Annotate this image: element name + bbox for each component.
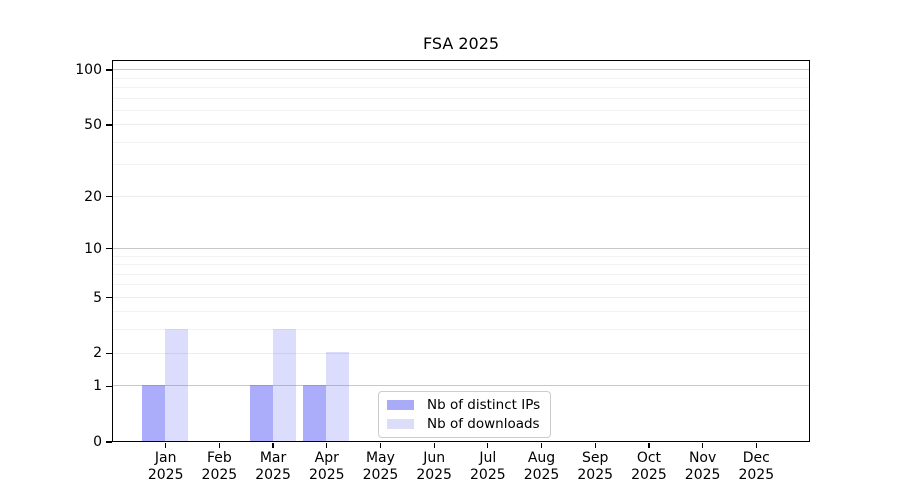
x-tickmark-apr xyxy=(326,442,328,448)
x-tickmark-dec xyxy=(755,442,757,448)
x-tickmark-feb xyxy=(218,442,221,448)
y-gridline-minor-30 xyxy=(113,164,809,166)
y-tickmark-0 xyxy=(106,441,112,443)
x-tick-label-may: May 2025 xyxy=(362,450,399,483)
legend-entry-downloads: Nb of downloads xyxy=(387,416,540,432)
x-tick-label-nov: Nov 2025 xyxy=(684,450,721,483)
y-gridline-minor-40 xyxy=(113,141,809,143)
y-tick-label-50: 50 xyxy=(84,117,102,134)
x-tick-label-jan: Jan 2025 xyxy=(147,450,184,483)
y-gridline-minor-6 xyxy=(113,284,809,286)
y-tick-label-0: 0 xyxy=(93,434,102,450)
y-tickmark-5 xyxy=(106,296,112,299)
x-tick-label-apr: Apr 2025 xyxy=(308,450,345,483)
x-tick-label-mar: Mar 2025 xyxy=(255,450,291,483)
y-gridline-minor-90 xyxy=(113,77,809,79)
x-tickmark-nov xyxy=(701,442,704,448)
y-gridline-20 xyxy=(113,195,809,197)
y-tick-label-1: 1 xyxy=(93,378,102,395)
y-gridline-5 xyxy=(113,296,809,298)
y-gridline-2 xyxy=(113,352,809,354)
x-tick-label-oct: Oct 2025 xyxy=(631,450,667,483)
y-tickmark-20 xyxy=(106,195,112,198)
y-tickmark-50 xyxy=(106,124,112,126)
legend-entry-distinct-ips: Nb of distinct IPs xyxy=(387,397,540,413)
legend-swatch-downloads xyxy=(387,419,414,429)
legend: Nb of distinct IPs Nb of downloads xyxy=(378,391,552,438)
y-gridline-1 xyxy=(113,385,809,387)
chart-title: FSA 2025 xyxy=(422,34,500,53)
y-gridline-minor-7 xyxy=(113,273,809,275)
y-gridline-minor-3 xyxy=(113,329,809,331)
x-tick-label-dec: Dec 2025 xyxy=(738,450,775,483)
legend-swatch-distinct-ips xyxy=(387,400,414,410)
x-tickmark-jun xyxy=(433,442,435,448)
y-gridline-minor-8 xyxy=(113,264,809,266)
x-tick-label-aug: Aug 2025 xyxy=(523,450,560,483)
x-tickmark-mar xyxy=(272,442,274,448)
y-tick-label-2: 2 xyxy=(93,345,102,362)
bar-nb-of-downloads-mar xyxy=(272,329,296,441)
x-tickmark-jul xyxy=(487,442,489,448)
y-gridline-50 xyxy=(113,124,809,126)
x-tick-label-feb: Feb 2025 xyxy=(201,450,238,483)
y-gridline-10 xyxy=(113,247,809,249)
y-tickmark-2 xyxy=(106,352,112,355)
bar-nb-of-downloads-jan xyxy=(165,329,189,441)
y-gridline-minor-70 xyxy=(113,97,809,99)
y-gridline-minor-60 xyxy=(113,109,809,111)
x-tickmark-may xyxy=(379,442,382,448)
legend-label-downloads: Nb of downloads xyxy=(427,416,540,432)
y-tick-label-5: 5 xyxy=(93,289,102,306)
x-tickmark-sep xyxy=(594,442,596,448)
x-tickmark-aug xyxy=(540,442,543,448)
y-tick-label-10: 10 xyxy=(84,240,102,257)
y-tickmark-10 xyxy=(106,248,112,250)
y-gridline-minor-9 xyxy=(113,255,809,257)
y-tickmark-1 xyxy=(106,385,112,387)
bar-nb-of-downloads-apr xyxy=(326,352,350,441)
y-tickmark-100 xyxy=(106,69,112,71)
bar-nb-of-distinct-ips-apr xyxy=(303,385,327,441)
x-tickmark-jan xyxy=(165,442,167,448)
plot-area: Nb of distinct IPs Nb of downloads xyxy=(112,60,810,442)
y-gridline-minor-4 xyxy=(113,311,809,313)
bar-nb-of-distinct-ips-mar xyxy=(249,385,273,441)
x-tick-label-jul: Jul 2025 xyxy=(470,450,506,483)
bar-nb-of-distinct-ips-jan xyxy=(142,385,166,441)
y-tick-label-20: 20 xyxy=(84,188,102,205)
x-tick-label-jun: Jun 2025 xyxy=(416,450,452,483)
y-gridline-100 xyxy=(113,69,809,71)
y-gridline-minor-80 xyxy=(113,87,809,88)
y-tick-label-100: 100 xyxy=(75,62,102,78)
x-tickmark-oct xyxy=(648,442,650,448)
x-tick-label-sep: Sep 2025 xyxy=(577,450,614,483)
legend-label-distinct-ips: Nb of distinct IPs xyxy=(427,397,541,413)
